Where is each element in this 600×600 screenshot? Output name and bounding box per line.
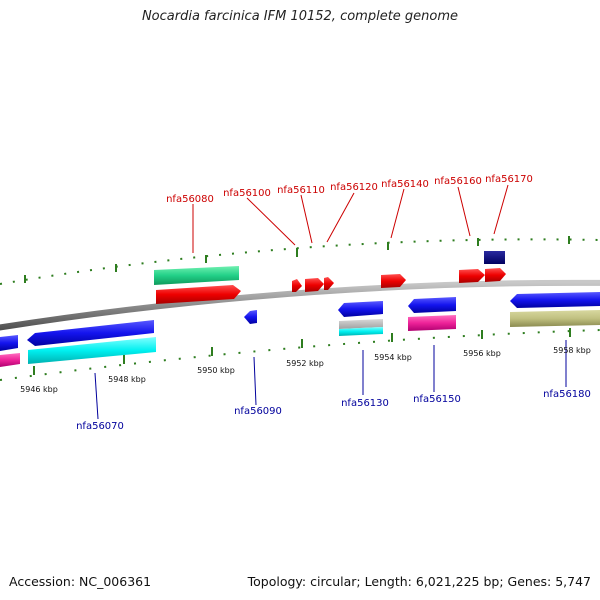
gene-label[interactable]: nfa56110: [277, 185, 325, 196]
gene-feature-red: [292, 279, 302, 292]
gene-feature-blue: [0, 335, 18, 351]
gene-feature-cyan: [339, 327, 383, 336]
genome-stats-text: Topology: circular; Length: 6,021,225 bp…: [247, 574, 591, 589]
gene-label[interactable]: nfa56150: [413, 394, 461, 405]
gene-feature-blue: [408, 297, 456, 313]
genome-title: Nocardia farcinica IFM 10152, complete g…: [141, 9, 459, 24]
gene-label[interactable]: nfa56080: [166, 194, 214, 205]
gene-feature-blue: [338, 301, 383, 317]
gene-label[interactable]: nfa56180: [543, 389, 591, 400]
reverse-label-connectors: [94, 340, 567, 420]
kbp-labels: 5946 kbp 5948 kbp 5950 kbp 5952 kbp 5954…: [20, 346, 591, 394]
gene-feature-red: [459, 269, 485, 283]
gene-feature-navy: [484, 251, 505, 264]
kbp-label: 5952 kbp: [286, 359, 324, 368]
upper-major-ticks: [24, 236, 570, 283]
gene-label[interactable]: nfa56120: [330, 182, 378, 193]
gene-label[interactable]: nfa56140: [381, 179, 429, 190]
kbp-label: 5958 kbp: [553, 346, 591, 355]
gene-feature-blue: [510, 292, 600, 308]
forward-genes: [154, 251, 506, 304]
gene-label[interactable]: nfa56090: [234, 406, 282, 417]
kbp-label: 5954 kbp: [374, 353, 412, 362]
gene-label[interactable]: nfa56160: [434, 176, 482, 187]
kbp-label: 5946 kbp: [20, 385, 58, 394]
gene-label[interactable]: nfa56070: [76, 421, 124, 432]
lower-scale-dots: [0, 329, 600, 381]
upper-scale-dots: [0, 238, 600, 285]
gene-feature-red: [485, 268, 506, 282]
gene-feature-gray: [339, 319, 383, 329]
gene-feature-olive: [510, 310, 600, 327]
gene-feature-blue: [27, 320, 154, 346]
kbp-label: 5950 kbp: [197, 366, 235, 375]
gene-feature-blue: [244, 310, 257, 324]
accession-text: Accession: NC_006361: [9, 574, 152, 589]
gene-label[interactable]: nfa56100: [223, 188, 271, 199]
forward-gene-labels: nfa56080 nfa56100 nfa56110 nfa56120 nfa5…: [166, 174, 533, 205]
kbp-label: 5948 kbp: [108, 375, 146, 384]
gene-label[interactable]: nfa56130: [341, 398, 389, 409]
gene-label[interactable]: nfa56170: [485, 174, 533, 185]
kbp-label: 5956 kbp: [463, 349, 501, 358]
gene-feature-red: [381, 274, 406, 288]
gene-feature-red: [305, 278, 324, 292]
gene-feature-green: [154, 266, 239, 285]
gene-feature-magenta: [408, 315, 456, 331]
lower-major-ticks: [33, 328, 571, 375]
gene-feature-red: [156, 285, 241, 304]
gene-feature-red: [324, 277, 334, 290]
forward-label-connectors: [192, 184, 509, 253]
reverse-genes: [0, 292, 600, 367]
gene-feature-cyan: [28, 337, 156, 364]
gene-feature-magenta: [0, 353, 20, 367]
reverse-gene-labels: nfa56070 nfa56090 nfa56130 nfa56150 nfa5…: [76, 389, 591, 432]
genome-backbone: [0, 279, 600, 331]
